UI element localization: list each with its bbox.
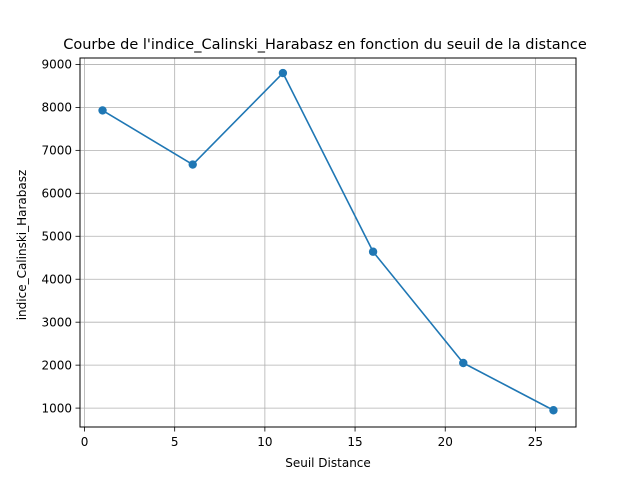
data-point <box>459 358 468 368</box>
data-point <box>98 106 107 115</box>
data-point <box>278 68 288 78</box>
axis-ticks: 0 5 10 15 20 25 1000 2000 3000 4000 5000 6000 7000 80… <box>41 58 543 449</box>
x-tick-label: 0 <box>81 435 89 449</box>
y-tick-label: 1000 <box>41 401 72 415</box>
y-tick-label: 6000 <box>41 187 72 201</box>
x-tick-label: 5 <box>171 435 179 449</box>
y-tick-label: 5000 <box>41 230 72 244</box>
data-point <box>188 160 197 169</box>
chart-title: Courbe de l'indice_Calinski_Harabasz en … <box>63 37 587 53</box>
y-tick-label: 3000 <box>41 315 72 329</box>
y-tick-label: 9000 <box>41 58 72 72</box>
x-tick-label: 20 <box>438 435 453 449</box>
y-tick-label: 4000 <box>41 273 72 287</box>
x-axis-label: Seuil Distance <box>285 456 371 470</box>
data-point <box>549 406 558 415</box>
x-tick-label: 10 <box>257 435 272 449</box>
series-layer <box>98 68 558 415</box>
data-point <box>368 247 378 256</box>
y-tick-label: 7000 <box>41 144 72 158</box>
x-tick-label: 15 <box>347 435 362 449</box>
plot-frame <box>79 57 577 428</box>
grid-lines <box>80 58 576 427</box>
x-tick-label: 25 <box>528 435 543 449</box>
y-tick-label: 2000 <box>41 358 72 372</box>
series-line <box>102 72 554 411</box>
y-axis-label: indice_Calinski_Harabasz <box>15 170 29 321</box>
y-tick-label: 8000 <box>41 101 72 115</box>
